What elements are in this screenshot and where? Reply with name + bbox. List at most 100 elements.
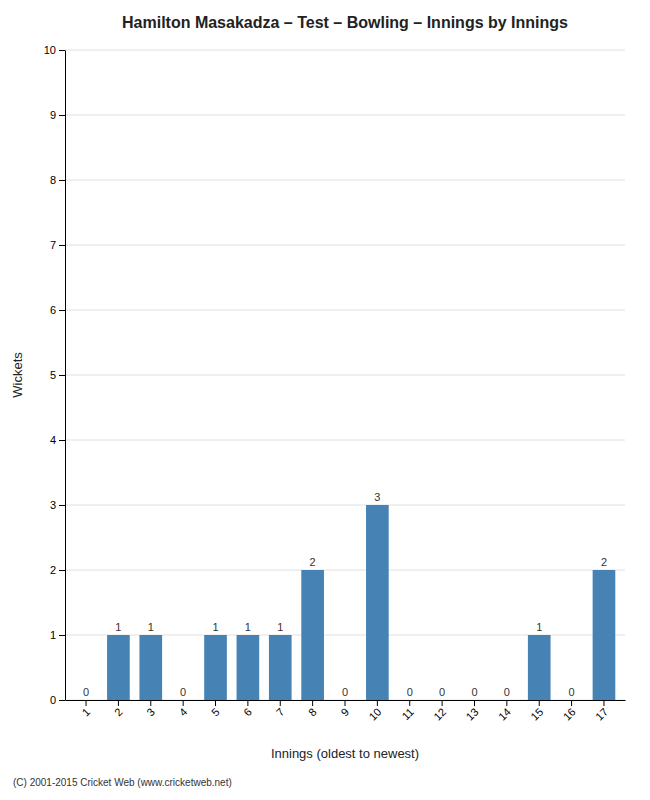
grid-line	[65, 310, 625, 311]
tick: 5	[50, 369, 65, 381]
tick-label: 14	[496, 706, 513, 723]
tick-label: 12	[431, 706, 448, 723]
plot-area: 1234567891011121314151617012345678910011…	[44, 44, 626, 723]
tick-mark	[571, 700, 572, 706]
bar	[301, 570, 324, 700]
tick: 8	[306, 700, 319, 718]
data-label: 0	[407, 686, 413, 698]
tick: 5	[209, 700, 222, 718]
tick: 2	[112, 700, 125, 718]
tick-mark	[312, 700, 313, 706]
tick-label: 3	[50, 499, 56, 511]
tick-mark	[59, 635, 65, 636]
tick-label: 8	[306, 706, 319, 719]
tick: 3	[50, 499, 65, 511]
data-label: 0	[342, 686, 348, 698]
bar	[139, 635, 162, 700]
tick-mark	[86, 700, 87, 706]
tick-mark	[118, 700, 119, 706]
tick-mark	[409, 700, 410, 706]
grid-line	[65, 50, 625, 51]
bar	[237, 635, 260, 700]
data-label: 2	[601, 556, 607, 568]
tick: 9	[338, 700, 351, 718]
tick: 4	[50, 434, 65, 446]
footer: (C) 2001-2015 Cricket Web (www.cricketwe…	[13, 777, 232, 788]
tick: 11	[399, 700, 416, 722]
tick-mark	[150, 700, 151, 706]
tick-mark	[59, 50, 65, 51]
data-label: 1	[277, 621, 283, 633]
tick-label: 16	[561, 706, 578, 723]
tick: 10	[44, 44, 65, 56]
grid-line	[65, 505, 625, 506]
bar	[269, 635, 292, 700]
bar	[593, 570, 616, 700]
tick-label: 17	[593, 706, 610, 723]
tick-label: 5	[209, 706, 222, 719]
tick-label: 9	[338, 706, 351, 719]
y-axis: 012345678910	[44, 44, 66, 706]
tick-mark	[345, 700, 346, 706]
tick: 7	[274, 700, 287, 718]
data-label: 0	[504, 686, 510, 698]
tick-label: 3	[144, 706, 157, 719]
bar	[431, 700, 454, 701]
bar	[398, 700, 421, 701]
tick-mark	[280, 700, 281, 706]
axis-line	[65, 51, 66, 701]
bar	[463, 700, 486, 701]
tick: 8	[50, 174, 65, 186]
tick-label: 10	[366, 706, 383, 723]
tick-label: 2	[112, 706, 125, 719]
data-label: 2	[310, 556, 316, 568]
grid-line	[65, 245, 625, 246]
tick: 16	[561, 700, 578, 723]
tick-label: 7	[50, 239, 56, 251]
grid-line	[65, 180, 625, 181]
tick: 6	[241, 700, 254, 718]
tick-label: 1	[50, 629, 56, 641]
tick-mark	[59, 245, 65, 246]
data-label: 1	[148, 621, 154, 633]
tick-mark	[474, 700, 475, 706]
tick-label: 8	[50, 174, 56, 186]
chart-container: 1234567891011121314151617012345678910011…	[0, 0, 650, 800]
data-label: 1	[115, 621, 121, 633]
tick-label: 0	[50, 694, 56, 706]
data-labels: 01101112030000102	[83, 491, 607, 698]
tick-mark	[59, 310, 65, 311]
tick-label: 5	[50, 369, 56, 381]
tick-label: 4	[50, 434, 56, 446]
tick: 13	[464, 700, 481, 723]
grid-line	[65, 570, 625, 571]
tick-label: 2	[50, 564, 56, 576]
tick-mark	[506, 700, 507, 706]
tick-mark	[183, 700, 184, 706]
tick: 17	[593, 700, 610, 723]
tick: 10	[366, 700, 383, 723]
bar	[75, 700, 98, 701]
data-label: 0	[569, 686, 575, 698]
tick-mark	[59, 180, 65, 181]
data-label: 0	[439, 686, 445, 698]
grid-line	[65, 375, 625, 376]
bar	[560, 700, 583, 701]
tick-label: 4	[177, 706, 190, 719]
bars	[107, 505, 615, 700]
data-label: 0	[471, 686, 477, 698]
tick: 2	[50, 564, 65, 576]
tick-mark	[59, 700, 65, 701]
bar	[334, 700, 357, 701]
data-label: 0	[180, 686, 186, 698]
bar	[528, 635, 551, 700]
x-axis-title: Innings (oldest to newest)	[271, 746, 419, 761]
tick: 1	[79, 700, 92, 718]
tick-mark	[59, 505, 65, 506]
bar	[496, 700, 519, 701]
tick-label: 1	[79, 706, 92, 719]
tick-label: 7	[274, 706, 287, 719]
bar	[107, 635, 130, 700]
bar	[204, 635, 227, 700]
tick-label: 15	[528, 706, 545, 723]
